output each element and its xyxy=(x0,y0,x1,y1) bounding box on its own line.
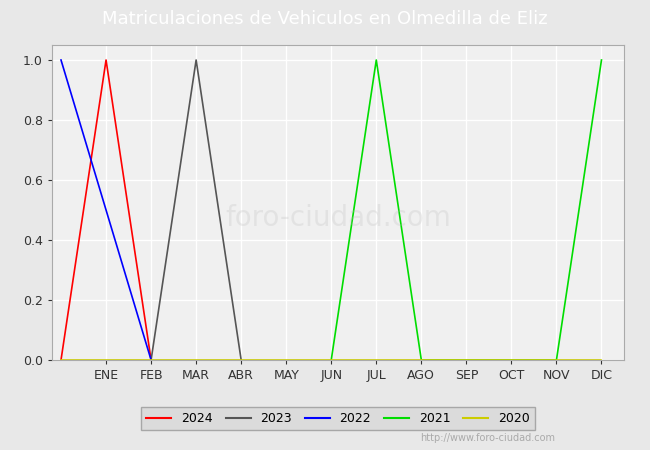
2022 xyxy=(147,357,155,363)
2021 xyxy=(372,57,380,63)
2024 xyxy=(147,357,155,363)
2021 xyxy=(597,57,605,63)
Text: Matriculaciones de Vehiculos en Olmedilla de Eliz: Matriculaciones de Vehiculos en Olmedill… xyxy=(102,10,548,28)
2021 xyxy=(552,357,560,363)
Line: 2023: 2023 xyxy=(151,60,241,360)
2023 xyxy=(147,357,155,363)
2022 xyxy=(57,57,65,63)
2021 xyxy=(328,357,335,363)
2023 xyxy=(237,357,245,363)
2024 xyxy=(57,357,65,363)
Text: http://www.foro-ciudad.com: http://www.foro-ciudad.com xyxy=(420,433,555,443)
Line: 2022: 2022 xyxy=(61,60,151,360)
2021 xyxy=(417,357,425,363)
Text: foro-ciudad.com: foro-ciudad.com xyxy=(225,204,451,232)
Legend: 2024, 2023, 2022, 2021, 2020: 2024, 2023, 2022, 2021, 2020 xyxy=(142,407,534,430)
Line: 2021: 2021 xyxy=(332,60,601,360)
2023 xyxy=(192,57,200,63)
2024 xyxy=(102,57,110,63)
2022 xyxy=(102,207,110,213)
Line: 2024: 2024 xyxy=(61,60,151,360)
